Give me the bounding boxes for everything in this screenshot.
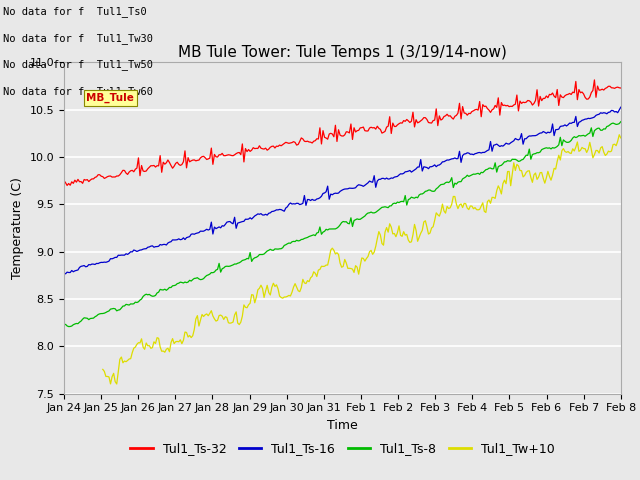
X-axis label: Time: Time	[327, 419, 358, 432]
Tul1_Tw+10	[303, 278, 311, 284]
Tul1_Ts-32	[255, 143, 263, 149]
Tul1_Tw+10	[586, 140, 594, 145]
Text: MB_Tule: MB_Tule	[86, 93, 134, 103]
Tul1_Ts-8	[617, 119, 625, 125]
Tul1_Ts-32	[588, 90, 595, 96]
Tul1_Ts-8	[130, 301, 138, 307]
Tul1_Ts-8	[305, 234, 313, 240]
Tul1_Ts-16	[588, 115, 595, 121]
Line: Tul1_Ts-8: Tul1_Ts-8	[64, 122, 621, 326]
Tul1_Tw+10	[129, 350, 136, 356]
Line: Tul1_Ts-16: Tul1_Ts-16	[64, 107, 621, 274]
Tul1_Ts-8	[255, 252, 263, 257]
Text: No data for f  Tul1_Ts0: No data for f Tul1_Ts0	[3, 6, 147, 17]
Tul1_Ts-32	[130, 169, 138, 175]
Tul1_Ts-16	[617, 104, 625, 110]
Tul1_Tw+10	[254, 287, 262, 293]
Tul1_Ts-32	[60, 178, 68, 183]
Tul1_Ts-32	[591, 77, 598, 83]
Legend: Tul1_Ts-32, Tul1_Ts-16, Tul1_Ts-8, Tul1_Tw+10: Tul1_Ts-32, Tul1_Ts-16, Tul1_Ts-8, Tul1_…	[125, 437, 560, 460]
Tul1_Ts-16	[246, 215, 254, 221]
Tul1_Ts-32	[63, 182, 71, 188]
Tul1_Ts-16	[305, 197, 313, 203]
Line: Tul1_Ts-32: Tul1_Ts-32	[64, 80, 621, 185]
Tul1_Ts-32	[228, 153, 236, 158]
Tul1_Tw+10	[617, 135, 625, 141]
Tul1_Ts-16	[61, 271, 69, 276]
Tul1_Ts-8	[588, 125, 595, 131]
Line: Tul1_Tw+10: Tul1_Tw+10	[103, 135, 621, 384]
Tul1_Ts-32	[246, 148, 254, 154]
Tul1_Tw+10	[226, 320, 234, 326]
Tul1_Ts-32	[305, 139, 313, 145]
Tul1_Ts-16	[130, 247, 138, 253]
Tul1_Ts-8	[228, 263, 236, 268]
Title: MB Tule Tower: Tule Temps 1 (3/19/14-now): MB Tule Tower: Tule Temps 1 (3/19/14-now…	[178, 45, 507, 60]
Text: No data for f  Tul1_Tw60: No data for f Tul1_Tw60	[3, 85, 153, 96]
Text: No data for f  Tul1_Tw30: No data for f Tul1_Tw30	[3, 33, 153, 44]
Tul1_Ts-8	[60, 322, 68, 328]
Tul1_Ts-8	[65, 324, 72, 329]
Tul1_Ts-16	[60, 270, 68, 276]
Text: No data for f  Tul1_Tw50: No data for f Tul1_Tw50	[3, 59, 153, 70]
Tul1_Ts-16	[255, 211, 263, 217]
Y-axis label: Temperature (C): Temperature (C)	[11, 177, 24, 279]
Tul1_Ts-8	[246, 250, 254, 255]
Tul1_Ts-32	[617, 85, 625, 91]
Tul1_Tw+10	[244, 302, 252, 308]
Tul1_Ts-16	[228, 220, 236, 226]
